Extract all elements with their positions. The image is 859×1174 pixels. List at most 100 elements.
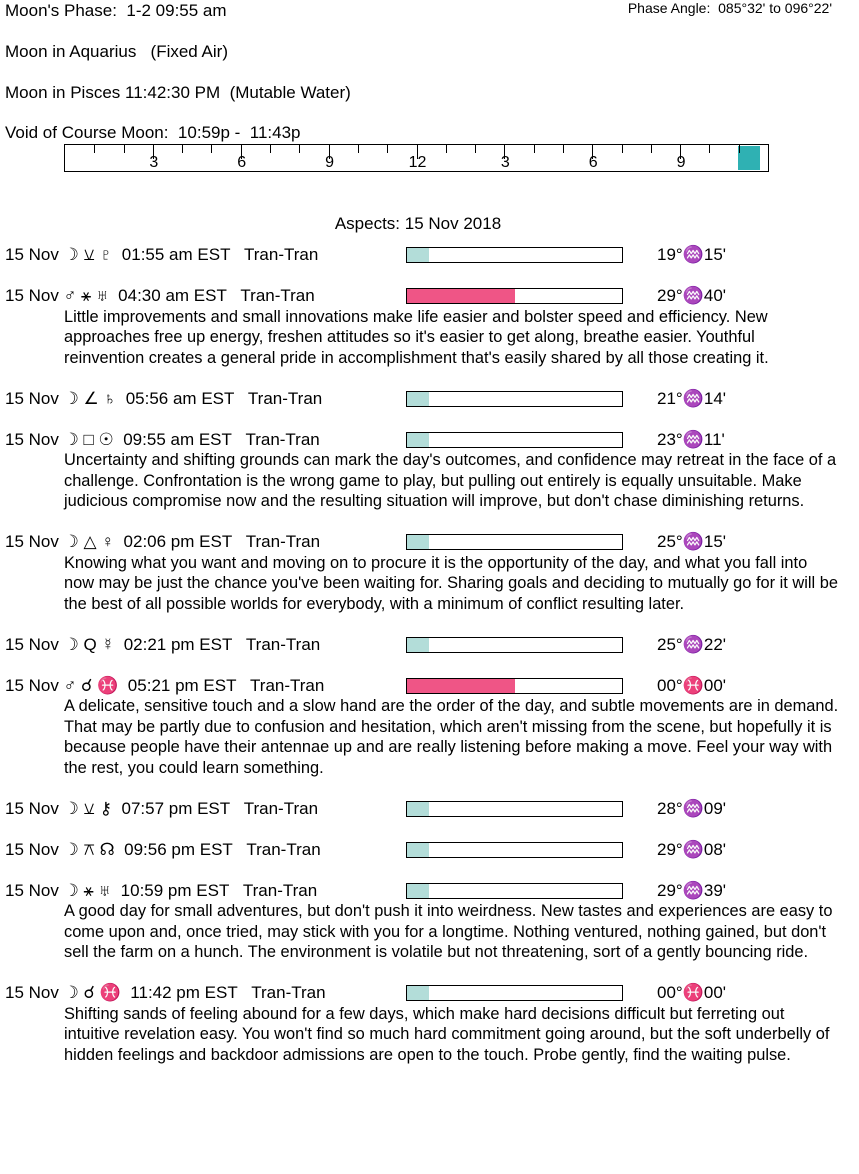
hour-tick	[270, 145, 272, 153]
hour-tick	[504, 145, 506, 159]
aspect-entry: 15 Nov ♂ ⚹ ♅ 04:30 am EST Tran-Tran 29°♒…	[5, 286, 855, 368]
aspect-strength-bar	[406, 841, 623, 858]
aspect-degree: 00°♓00'	[657, 983, 727, 1002]
aspect-description: Knowing what you want and moving on to p…	[64, 553, 838, 613]
aspect-degree: 25°♒15'	[657, 532, 727, 551]
aspect-description: Little improvements and small innovation…	[64, 307, 769, 367]
phase-angle: Phase Angle: 085°32' to 096°22'	[627, 0, 832, 16]
hour-tick	[328, 145, 330, 159]
aspect-line: 15 Nov ♂ ☌ ♓ 05:21 pm EST Tran-Tran	[5, 675, 325, 695]
void-of-course: Void of Course Moon: 10:59p - 11:43p	[5, 123, 301, 142]
aspect-strength-fill	[407, 535, 429, 550]
aspect-degree: 19°♒15'	[657, 245, 727, 264]
aspect-line: 15 Nov ☽ ∠ ♄ 05:56 am EST Tran-Tran	[5, 388, 323, 408]
hour-label: 3	[500, 154, 510, 171]
aspect-row: 15 Nov ☽ △ ♀ 02:06 pm EST Tran-Tran 25°♒…	[5, 532, 855, 553]
aspect-strength-bar	[406, 534, 623, 551]
hour-tick	[533, 145, 535, 153]
aspect-strength-fill	[407, 289, 515, 304]
aspect-degree: 28°♒09'	[657, 798, 727, 818]
aspect-row: 15 Nov ♂ ⚹ ♅ 04:30 am EST Tran-Tran 29°♒…	[5, 286, 855, 307]
hour-tick	[299, 145, 301, 153]
aspect-strength-bar	[406, 985, 623, 1002]
aspect-strength-fill	[407, 883, 429, 898]
hour-tick	[387, 145, 389, 153]
aspect-strength-fill	[407, 432, 429, 447]
aspect-strength-fill	[407, 248, 429, 263]
hour-tick	[650, 145, 652, 153]
aspects-title: Aspects: 15 Nov 2018	[334, 214, 502, 233]
aspect-row: 15 Nov ☽ ⚹ ♅ 10:59 pm EST Tran-Tran 29°♒…	[5, 881, 855, 902]
aspect-strength-fill	[407, 986, 429, 1001]
hour-tick	[592, 145, 594, 159]
aspect-row: 15 Nov ☽ ∠ ♄ 05:56 am EST Tran-Tran 21°♒…	[5, 389, 855, 410]
aspect-row: 15 Nov ♂ ☌ ♓ 05:21 pm EST Tran-Tran 00°♓…	[5, 676, 855, 697]
aspect-entry: 15 Nov ☽ △ ♀ 02:06 pm EST Tran-Tran 25°♒…	[5, 532, 855, 614]
aspect-strength-bar	[406, 390, 623, 407]
aspect-row: 15 Nov ☽ ⚻ ☊ 09:56 pm EST Tran-Tran 29°♒…	[5, 840, 855, 861]
hour-tick	[445, 145, 447, 153]
void-of-course-block	[738, 146, 760, 170]
moon-sign: Moon in Aquarius (Fixed Air)	[5, 42, 228, 61]
aspect-entry: 15 Nov ☽ ⚺ ♇ 01:55 am EST Tran-Tran 19°♒…	[5, 245, 855, 266]
hour-tick	[416, 145, 418, 159]
aspect-degree: 29°♒08'	[657, 839, 727, 859]
hour-tick	[94, 145, 96, 153]
aspect-row: 15 Nov ☽ ⚺ ♇ 01:55 am EST Tran-Tran 19°♒…	[5, 245, 855, 266]
aspect-degree: 21°♒14'	[657, 388, 727, 408]
aspect-description: A good day for small adventures, but don…	[64, 902, 833, 961]
hour-tick	[152, 145, 154, 159]
aspect-row: 15 Nov ☽ □ ☉ 09:55 am EST Tran-Tran 23°♒…	[5, 430, 855, 451]
hour-tick	[738, 145, 740, 153]
aspect-strength-bar	[406, 882, 623, 899]
aspect-row: 15 Nov ☽ Q ☿ 02:21 pm EST Tran-Tran 25°♒…	[5, 635, 855, 656]
aspect-strength-fill	[407, 678, 515, 693]
aspect-strength-bar	[406, 800, 623, 817]
aspect-description: Uncertainty and shifting grounds can mar…	[64, 451, 837, 510]
aspect-line: 15 Nov ☽ ⚺ ♇ 01:55 am EST Tran-Tran	[5, 245, 319, 264]
aspect-strength-fill	[407, 391, 429, 406]
aspect-strength-fill	[407, 637, 429, 652]
aspect-strength-bar	[406, 288, 623, 305]
aspect-line: 15 Nov ☽ □ ☉ 09:55 am EST Tran-Tran	[5, 429, 320, 449]
hour-label: 9	[325, 154, 335, 171]
aspect-line: 15 Nov ☽ ☌ ♓ 11:42 pm EST Tran-Tran	[5, 983, 326, 1002]
aspect-entry: 15 Nov ☽ Q ☿ 02:21 pm EST Tran-Tran 25°♒…	[5, 635, 855, 656]
aspect-line: 15 Nov ☽ Q ☿ 02:21 pm EST Tran-Tran	[5, 634, 321, 654]
hour-tick	[680, 145, 682, 159]
hour-tick	[211, 145, 213, 153]
hour-label: 3	[149, 154, 159, 171]
moon-ingress: Moon in Pisces 11:42:30 PM (Mutable Wate…	[5, 83, 351, 102]
aspect-degree: 00°♓00'	[657, 675, 727, 695]
aspect-entry: 15 Nov ☽ ∠ ♄ 05:56 am EST Tran-Tran 21°♒…	[5, 389, 855, 410]
aspect-strength-fill	[407, 801, 429, 816]
hour-tick	[123, 145, 125, 153]
moon-phase: Moon's Phase: 1-2 09:55 am	[5, 1, 227, 20]
hour-label: 6	[588, 154, 598, 171]
aspect-description: A delicate, sensitive touch and a slow h…	[64, 697, 839, 777]
aspect-degree: 29°♒40'	[657, 286, 727, 305]
hour-tick	[357, 145, 359, 153]
aspect-degree: 29°♒39'	[657, 880, 727, 900]
aspect-line: 15 Nov ☽ ⚺ ⚷ 07:57 pm EST Tran-Tran	[5, 798, 319, 818]
aspect-strength-bar	[406, 247, 623, 264]
aspect-row: 15 Nov ☽ ⚺ ⚷ 07:57 pm EST Tran-Tran 28°♒…	[5, 799, 855, 820]
aspect-degree: 25°♒22'	[657, 634, 727, 654]
hour-tick	[240, 145, 242, 159]
aspect-line: 15 Nov ♂ ⚹ ♅ 04:30 am EST Tran-Tran	[5, 286, 315, 305]
hour-tick	[709, 145, 711, 153]
aspect-strength-bar	[406, 677, 623, 694]
aspect-entry: 15 Nov ☽ ⚹ ♅ 10:59 pm EST Tran-Tran 29°♒…	[5, 881, 855, 963]
aspect-strength-bar	[406, 636, 623, 653]
aspect-degree: 23°♒11'	[657, 429, 725, 449]
aspect-description: Shifting sands of feeling abound for a f…	[64, 1004, 830, 1064]
aspect-entry: 15 Nov ☽ ⚻ ☊ 09:56 pm EST Tran-Tran 29°♒…	[5, 840, 855, 861]
aspect-line: 15 Nov ☽ ⚹ ♅ 10:59 pm EST Tran-Tran	[5, 880, 318, 900]
hour-label: 12	[408, 154, 427, 171]
aspect-entry: 15 Nov ☽ ⚺ ⚷ 07:57 pm EST Tran-Tran 28°♒…	[5, 799, 855, 820]
aspect-row: 15 Nov ☽ ☌ ♓ 11:42 pm EST Tran-Tran 00°♓…	[5, 983, 855, 1004]
aspect-entry: 15 Nov ♂ ☌ ♓ 05:21 pm EST Tran-Tran 00°♓…	[5, 676, 855, 779]
aspect-strength-bar	[406, 431, 623, 448]
hour-label: 9	[676, 154, 686, 171]
hour-label: 6	[237, 154, 247, 171]
